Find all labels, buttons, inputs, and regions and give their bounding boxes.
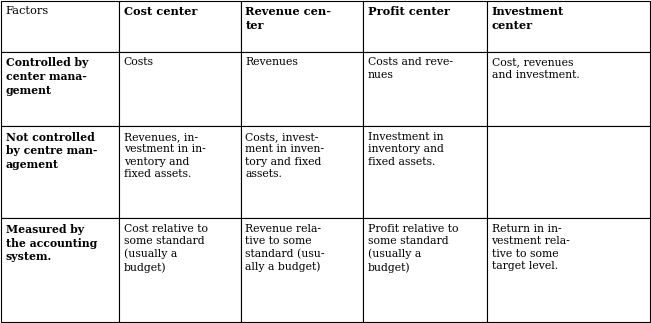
Text: Investment in
inventory and
fixed assets.: Investment in inventory and fixed assets… [368,132,444,167]
Bar [119,218,241,322]
Text: Return in in-
vestment rela-
tive to some
target level.: Return in in- vestment rela- tive to som… [492,224,570,271]
Text: Revenues: Revenues [245,57,298,68]
Text: Not controlled
by centre man-
agement: Not controlled by centre man- agement [6,132,98,170]
Bar [241,218,363,322]
Bar [487,1,650,52]
Bar [241,126,363,218]
Text: Revenues, in-
vestment in in-
ventory and
fixed assets.: Revenues, in- vestment in in- ventory an… [124,132,206,179]
Text: Investment
center: Investment center [492,6,564,31]
Text: Controlled by
center mana-
gement: Controlled by center mana- gement [6,57,89,96]
Text: Costs: Costs [124,57,154,68]
Text: Cost relative to
some standard
(usually a
budget): Cost relative to some standard (usually … [124,224,208,273]
Text: Costs and reve-
nues: Costs and reve- nues [368,57,453,80]
Bar [1,218,119,322]
Text: Profit center: Profit center [368,6,450,17]
Bar [1,1,119,52]
Bar [119,1,241,52]
Text: Cost center: Cost center [124,6,197,17]
Bar [1,52,119,126]
Bar [363,52,487,126]
Text: Profit relative to
some standard
(usually a
budget): Profit relative to some standard (usuall… [368,224,458,273]
Text: Revenue cen-
ter: Revenue cen- ter [245,6,331,31]
Text: Costs, invest-
ment in inven-
tory and fixed
assets.: Costs, invest- ment in inven- tory and f… [245,132,324,179]
Bar [241,1,363,52]
Bar [119,126,241,218]
Bar [241,52,363,126]
Bar [487,126,650,218]
Text: Measured by
the accounting
system.: Measured by the accounting system. [6,224,97,262]
Bar [487,52,650,126]
Text: Cost, revenues
and investment.: Cost, revenues and investment. [492,57,579,80]
Bar [363,1,487,52]
Bar [119,52,241,126]
Bar [363,218,487,322]
Bar [1,126,119,218]
Text: Factors: Factors [6,6,49,16]
Bar [363,126,487,218]
Bar [487,218,650,322]
Text: Revenue rela-
tive to some
standard (usu-
ally a budget): Revenue rela- tive to some standard (usu… [245,224,325,272]
